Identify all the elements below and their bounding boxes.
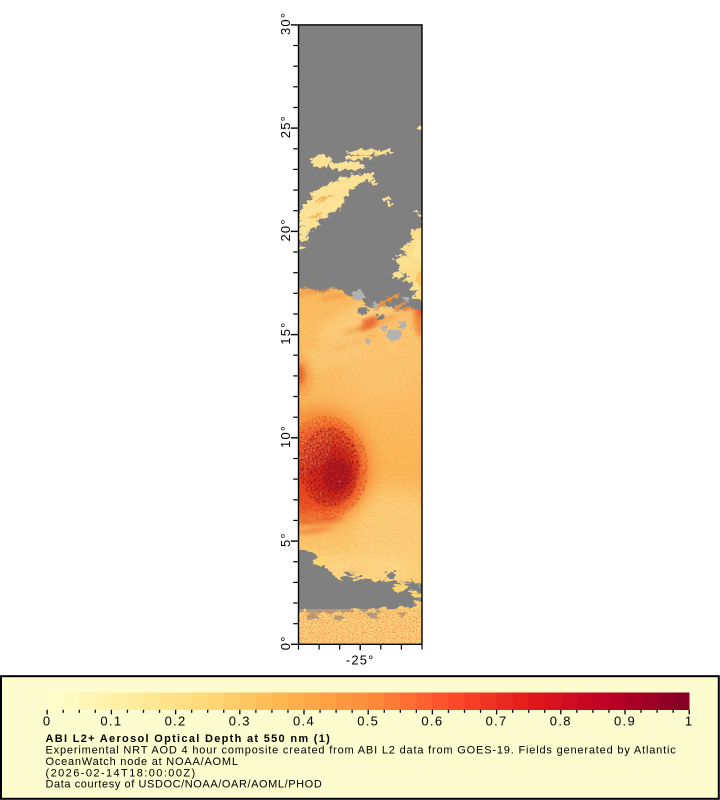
svg-text:30°: 30° [278, 12, 293, 35]
svg-text:ABI L2+ Aerosol Optical Depth: ABI L2+ Aerosol Optical Depth at 550 nm … [46, 733, 332, 745]
svg-text:25°: 25° [278, 115, 293, 138]
svg-text:0.6: 0.6 [421, 713, 443, 728]
svg-text:20°: 20° [278, 218, 293, 241]
svg-text:5°: 5° [278, 532, 293, 547]
svg-text:0.5: 0.5 [357, 713, 379, 728]
svg-text:0.1: 0.1 [100, 713, 122, 728]
svg-text:10°: 10° [278, 425, 293, 448]
svg-text:Experimental NRT AOD 4 hour co: Experimental NRT AOD 4 hour composite cr… [46, 745, 677, 757]
svg-text:OceanWatch node at NOAA/AOML: OceanWatch node at NOAA/AOML [46, 756, 239, 768]
svg-text:(2026-02-14T18:00:00Z): (2026-02-14T18:00:00Z) [46, 767, 197, 779]
svg-text:0.9: 0.9 [614, 713, 636, 728]
svg-text:0.3: 0.3 [229, 713, 251, 728]
svg-text:0.2: 0.2 [165, 713, 187, 728]
svg-text:0.8: 0.8 [550, 713, 572, 728]
svg-text:0: 0 [43, 713, 52, 728]
svg-text:0°: 0° [278, 635, 293, 650]
svg-text:-25°: -25° [346, 653, 375, 668]
svg-text:1: 1 [685, 713, 694, 728]
svg-text:Data courtesy of USDOC/NOAA/OA: Data courtesy of USDOC/NOAA/OAR/AOML/PHO… [46, 779, 323, 791]
svg-text:0.4: 0.4 [293, 713, 315, 728]
svg-text:0.7: 0.7 [486, 713, 508, 728]
svg-text:15°: 15° [278, 321, 293, 344]
